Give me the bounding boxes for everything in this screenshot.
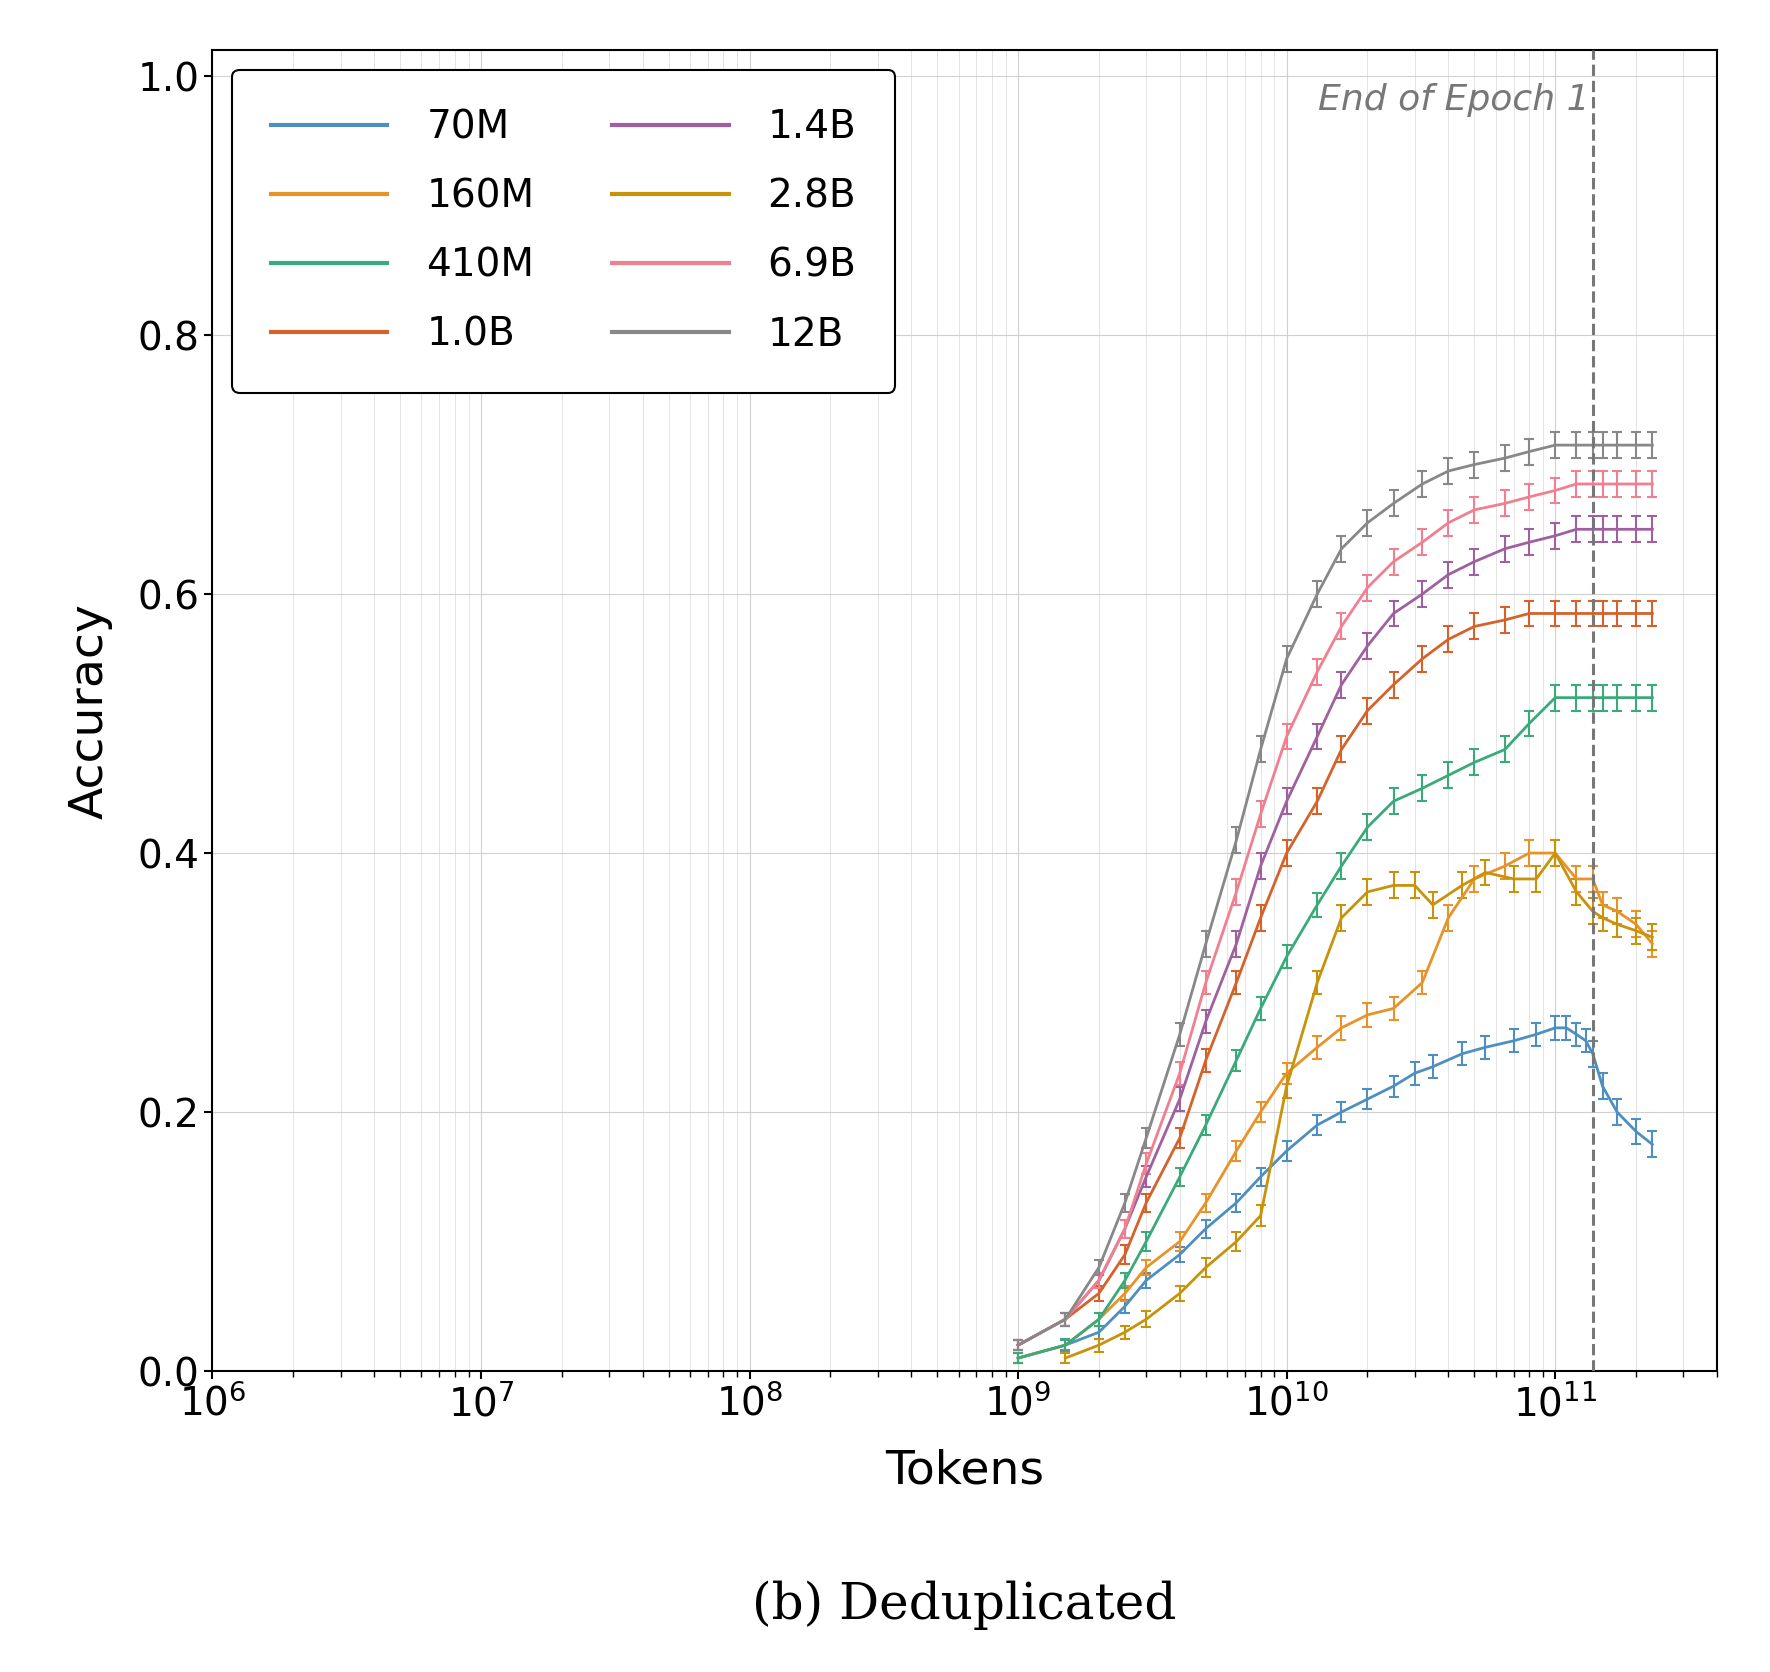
Text: End of Epoch 1: End of Epoch 1 bbox=[1317, 84, 1589, 117]
Legend: 70M, 160M, 410M, 1.0B, 1.4B, 2.8B, 6.9B, 12B: 70M, 160M, 410M, 1.0B, 1.4B, 2.8B, 6.9B,… bbox=[232, 70, 896, 393]
X-axis label: Tokens: Tokens bbox=[885, 1450, 1044, 1495]
Text: (b) Deduplicated: (b) Deduplicated bbox=[752, 1580, 1177, 1630]
Y-axis label: Accuracy: Accuracy bbox=[67, 602, 112, 819]
